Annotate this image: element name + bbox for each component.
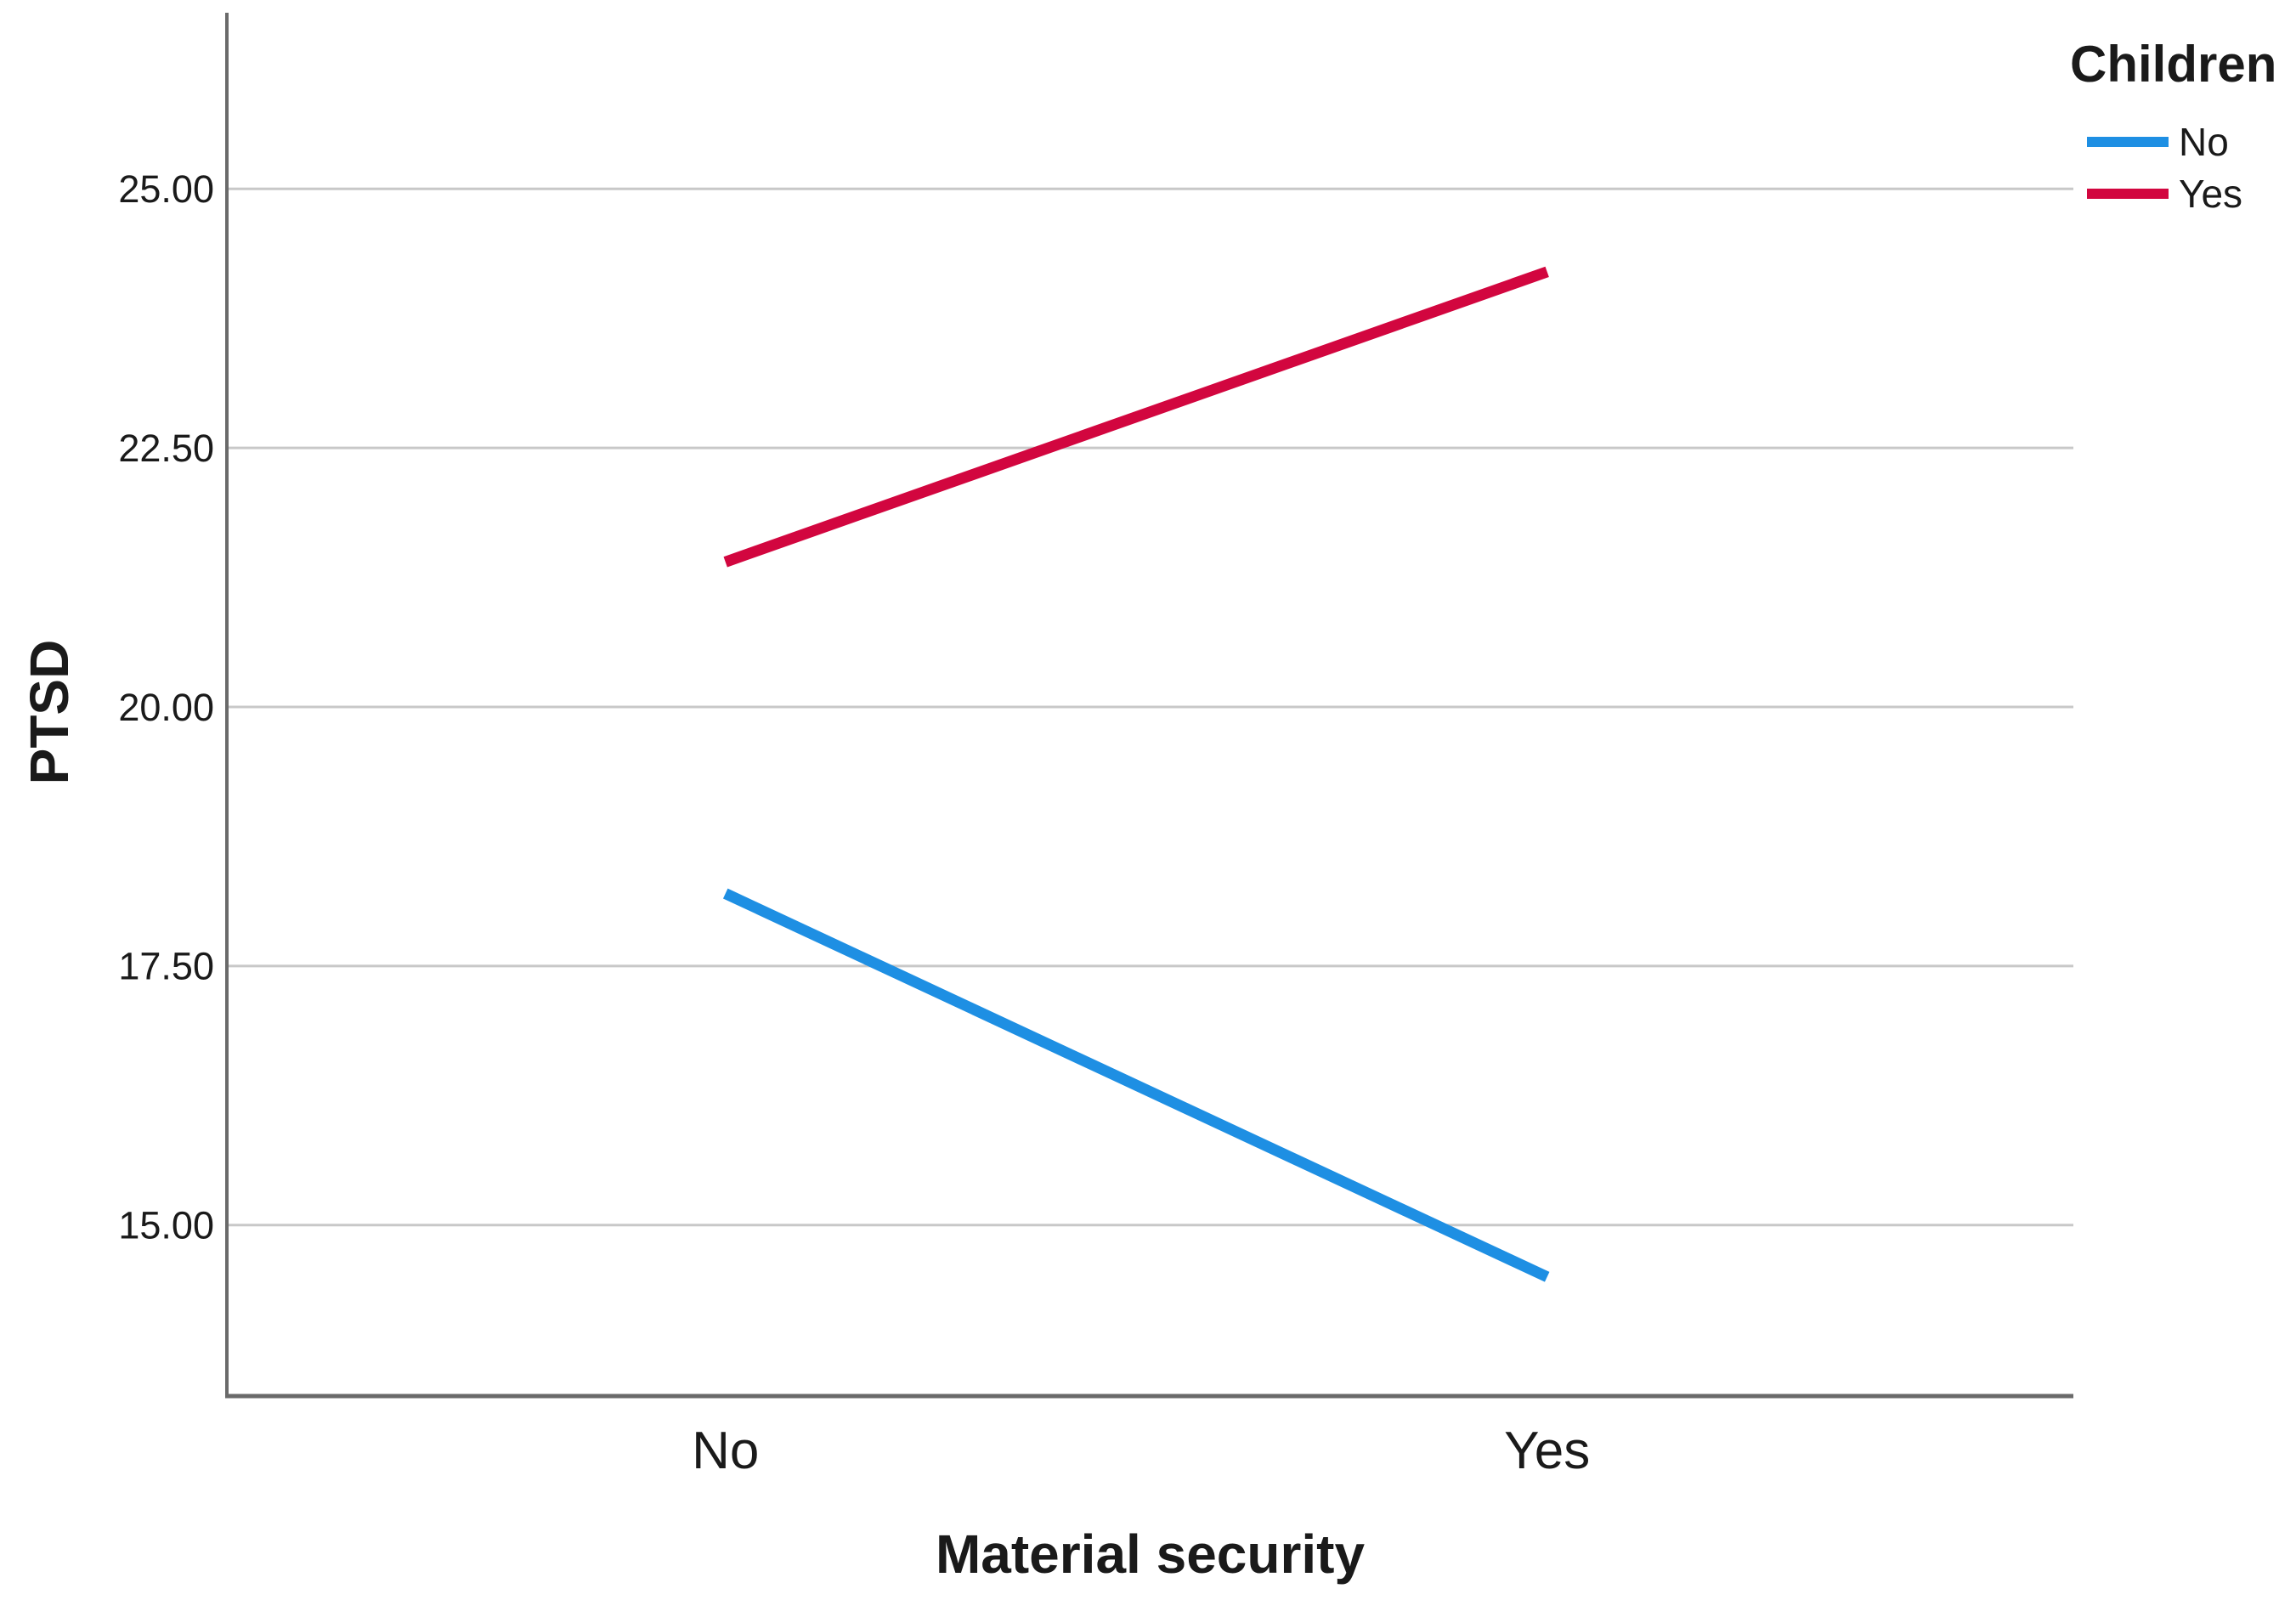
legend-item-no: No (2070, 120, 2296, 164)
legend: Children No Yes (2070, 36, 2296, 217)
x-axis-title: Material security (935, 1524, 1366, 1585)
y-axis-title: PTSD (19, 639, 80, 785)
legend-swatch-yes-icon (2087, 189, 2169, 199)
legend-swatch-no-icon (2087, 137, 2169, 147)
x-tick-label: No (692, 1422, 759, 1480)
x-tick-label: Yes (1504, 1422, 1590, 1480)
legend-item-yes: Yes (2070, 172, 2296, 216)
y-tick-label: 25.00 (118, 167, 214, 211)
legend-title: Children (2070, 36, 2277, 93)
y-tick-label: 22.50 (118, 427, 214, 470)
y-tick-label: 15.00 (118, 1204, 214, 1247)
y-tick-label: 20.00 (118, 686, 214, 729)
legend-label-yes: Yes (2179, 172, 2243, 216)
legend-label-no: No (2179, 120, 2229, 164)
y-tick-label: 17.50 (118, 945, 214, 988)
series-line-yes (723, 266, 1549, 568)
series-line-no (722, 888, 1550, 1282)
